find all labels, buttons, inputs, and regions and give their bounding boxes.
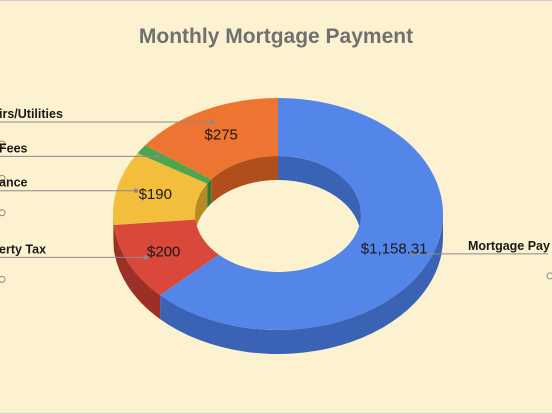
- value-label-2: $190: [139, 186, 172, 203]
- value-label-0: $1,158.31: [361, 240, 428, 257]
- leader-dot-3: [154, 154, 160, 159]
- leader-end-mark-4: [0, 140, 6, 148]
- inner-wall-0-0: [278, 156, 361, 238]
- chart-title: Monthly Mortgage Payment: [139, 25, 413, 48]
- slice-property-tax: [113, 219, 219, 296]
- value-label-4: $275: [205, 127, 238, 144]
- category-label-0: Mortgage Pay: [468, 239, 550, 253]
- slice-repairs-utilities: [145, 98, 278, 180]
- category-label-2: ance: [0, 176, 28, 190]
- leader-dot-0: [410, 251, 415, 257]
- side-wall-2: [113, 214, 114, 249]
- category-label-4: irs/Utilities: [0, 107, 63, 121]
- leader-end-mark-2: [0, 209, 6, 217]
- leader-end-mark-0: [546, 272, 552, 280]
- inner-wall-3-0: [207, 179, 212, 208]
- side-wall-0: [160, 214, 443, 354]
- frame-top-border: [0, 0, 552, 1]
- slice-insurance: [112, 153, 208, 225]
- leader-dot-4: [210, 119, 215, 125]
- leader-dot-1: [143, 255, 148, 260]
- leader-end-mark-1: [0, 275, 6, 283]
- category-label-1: erty Tax: [0, 242, 46, 256]
- category-label-3: Fees: [0, 141, 28, 155]
- slice-mortgage-payment: [160, 98, 444, 330]
- inner-wall-4-0: [211, 156, 278, 204]
- leader-dot-2: [133, 188, 138, 193]
- side-wall-1: [113, 224, 161, 320]
- leader-end-mark-3: [0, 174, 6, 182]
- inner-wall-2-0: [195, 183, 208, 238]
- value-label-1: $200: [147, 243, 180, 260]
